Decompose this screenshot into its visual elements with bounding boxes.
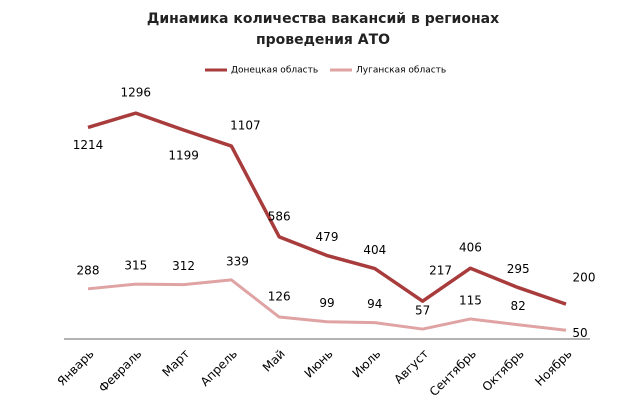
data-label: 339 [226, 254, 249, 268]
x-tick-label: Август [391, 347, 431, 387]
data-label: 126 [268, 290, 291, 304]
line-series [87, 278, 567, 332]
data-label: 312 [172, 259, 195, 273]
data-label: 94 [367, 297, 382, 311]
data-label: 1199 [168, 149, 199, 163]
data-label: 115 [459, 293, 482, 307]
data-label: 295 [507, 262, 530, 276]
chart-title: Динамика количества вакансий в регионах [147, 11, 499, 27]
x-tick-label: Январь [55, 347, 97, 389]
x-tick-label: Март [159, 347, 192, 380]
data-label: 57 [415, 304, 430, 318]
data-label: 1107 [230, 119, 261, 133]
data-label: 1214 [73, 138, 104, 152]
data-label: 479 [316, 230, 339, 244]
legend-label: Донецкая область [231, 66, 318, 76]
data-label: 288 [77, 263, 100, 277]
x-tick-label: Май [260, 347, 288, 375]
x-tick-label: Февраль [96, 347, 144, 395]
legend-label: Луганская область [356, 66, 446, 76]
data-label: 99 [319, 296, 334, 310]
data-label: 404 [363, 243, 386, 257]
data-label: 406 [459, 241, 482, 255]
x-tick-label: Июнь [302, 347, 336, 381]
x-tick-label: Октябрь [479, 347, 526, 394]
data-label: 200 [573, 271, 596, 285]
x-tick-label: Апрель [198, 347, 240, 389]
x-tick-label: Сентябрь [427, 347, 479, 399]
data-label: 1296 [121, 86, 152, 100]
data-label: 82 [511, 299, 526, 313]
data-label: 586 [268, 209, 291, 223]
data-label: 50 [572, 326, 587, 340]
x-tick-label: Ноябрь [532, 347, 574, 389]
x-tick-label: Июль [350, 347, 384, 381]
data-label: 315 [124, 259, 147, 273]
chart-title: проведения АТО [256, 32, 390, 48]
data-label: 217 [429, 264, 452, 278]
line-series [87, 111, 567, 306]
